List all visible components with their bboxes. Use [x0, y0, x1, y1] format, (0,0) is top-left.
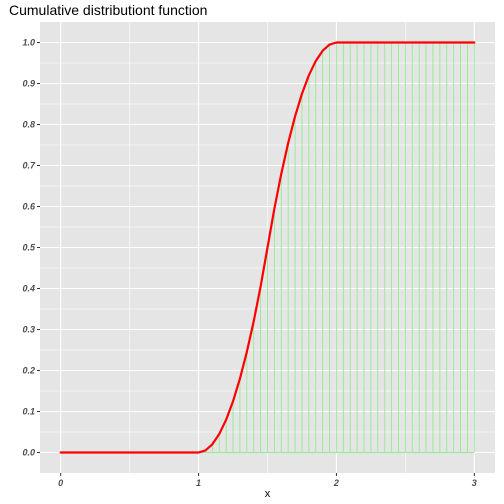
axes: 0 1 2 3 0.0 0.1 0.2 0.3 0.4 0.5 0.6 0.7 0.8 0.9 1.0 [22, 38, 476, 489]
x-tick-label: 0 [58, 478, 63, 488]
y-tick-label: 0.0 [22, 448, 35, 458]
y-tick-label: 1.0 [22, 38, 35, 48]
y-tick-label: 0.5 [22, 243, 36, 253]
chart-title: Cumulative distributiont function [9, 2, 207, 18]
y-tick-label: 0.8 [22, 120, 35, 130]
cdf-line [59, 41, 476, 454]
y-tick-label: 0.2 [22, 366, 35, 376]
y-tick-label: 0.4 [22, 284, 35, 294]
y-tick-label: 0.6 [22, 202, 36, 212]
segment-lines [198, 42, 475, 453]
y-tick-label: 0.1 [22, 407, 35, 417]
y-tick-label: 0.9 [22, 79, 35, 89]
x-tick-label: 2 [333, 478, 339, 488]
series-lines [59, 41, 476, 454]
x-tick-label: 1 [196, 478, 201, 488]
y-tick-label: 0.3 [22, 325, 35, 335]
x-tick-label: 3 [472, 478, 477, 488]
y-tick-label: 0.7 [22, 161, 36, 171]
x-axis-title: x [265, 488, 271, 500]
